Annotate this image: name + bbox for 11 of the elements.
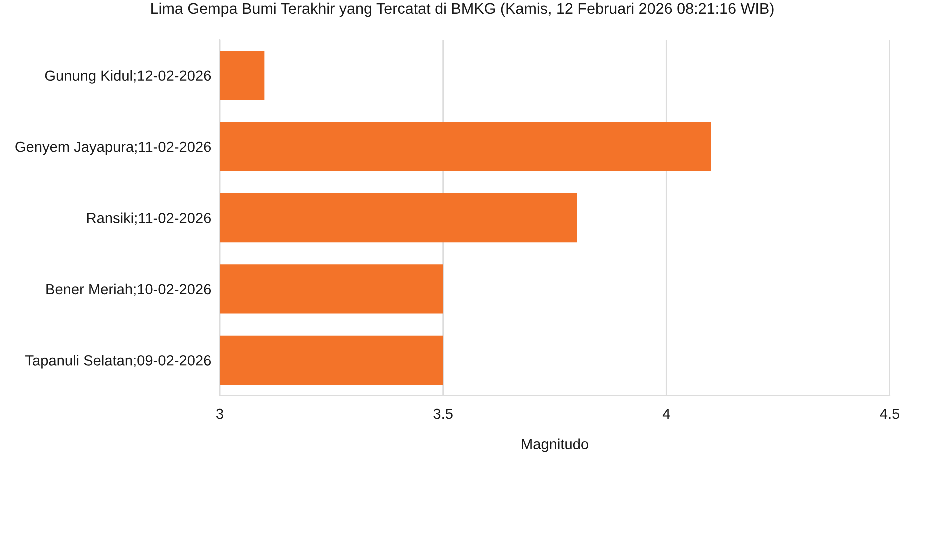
x-tick-label: 3: [216, 408, 224, 420]
x-tick-label: 4.5: [880, 409, 900, 420]
y-tick-label: Genyem Jayapura;11-02-2026: [16, 142, 212, 156]
chart-title: Lima Gempa Bumi Terakhir yang Tercatat di BMKG (Kamis, 12 Februari 2026 08:21:16 WIB): [152, 2, 774, 18]
x-tick-label: 4: [662, 409, 670, 420]
y-tick-label: Tapanuli Selatan;09-02-2026: [26, 355, 212, 369]
y-tick-label: Ransiki;11-02-2026: [87, 212, 212, 226]
x-axis-title: Magnitudo: [522, 438, 588, 452]
x-tick-label: 3.5: [434, 408, 453, 420]
y-tick-label: Bener Meriah;10-02-2026: [46, 284, 212, 296]
y-tick-label: Gunung Kidul;12-02-2026: [45, 70, 212, 84]
